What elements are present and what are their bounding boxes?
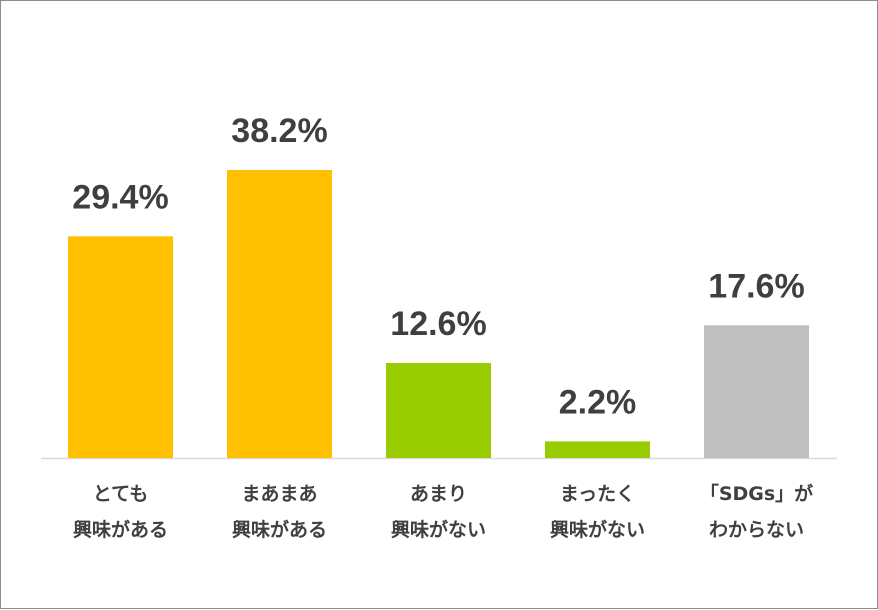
value-label-5: 17.6% [708, 267, 804, 305]
value-label-4: 2.2% [559, 383, 637, 421]
category-label-5-line-2: わからない [709, 519, 804, 541]
value-label-3: 12.6% [390, 305, 486, 343]
category-label-2-line-1: まあまあ [241, 483, 317, 505]
category-label-4-line-2: 興味がない [550, 518, 645, 541]
value-label-2: 38.2% [231, 112, 327, 150]
category-label-2-line-2: 興味がある [232, 518, 327, 541]
bar-2 [227, 170, 332, 458]
category-label-3-line-1: あまり [410, 483, 467, 505]
bar-1 [68, 236, 173, 458]
category-label-3-line-2: 興味がない [391, 518, 486, 541]
category-label-1-line-2: 興味がある [73, 518, 168, 541]
category-label-1-line-1: とても [93, 483, 148, 505]
category-label-4-line-1: まったく [560, 483, 635, 505]
bar-5 [704, 325, 809, 458]
bar-3 [386, 363, 491, 458]
category-label-5-line-1: 「SDGs」が [700, 482, 813, 505]
value-label-1: 29.4% [72, 178, 168, 216]
bar-4 [545, 441, 650, 458]
